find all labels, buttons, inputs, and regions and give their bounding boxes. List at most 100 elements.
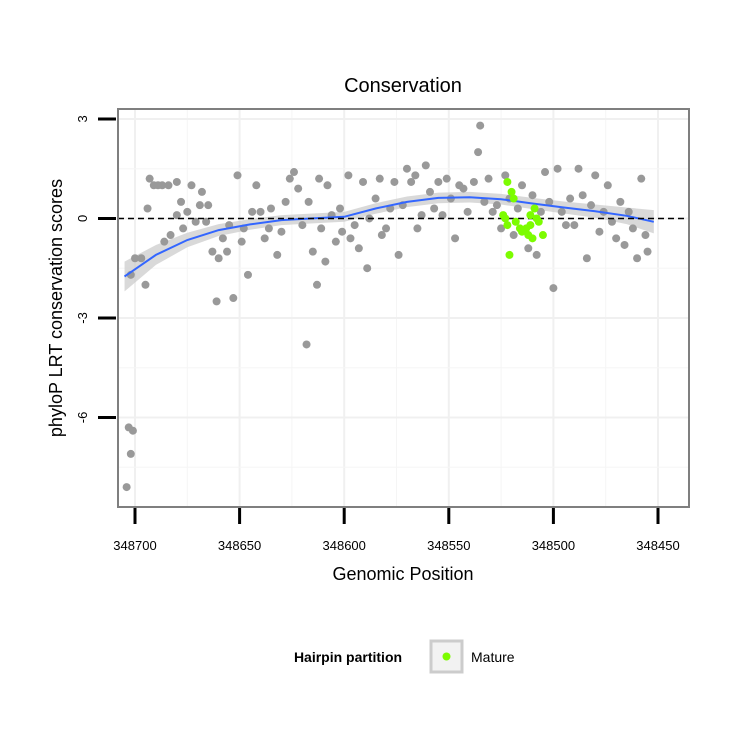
data-point	[553, 164, 562, 173]
x-axis-label: Genomic Position	[332, 564, 473, 584]
mature-data-point	[507, 187, 516, 196]
data-point	[509, 231, 518, 240]
data-point	[256, 207, 265, 216]
data-point	[223, 247, 232, 256]
x-tick-label: 348550	[427, 538, 470, 553]
data-point	[390, 177, 399, 186]
data-point	[298, 221, 307, 230]
mature-data-point	[530, 204, 539, 213]
data-point	[616, 197, 625, 206]
data-point	[413, 224, 422, 233]
data-point	[641, 231, 650, 240]
data-point	[137, 254, 146, 263]
data-point	[172, 177, 181, 186]
legend-swatch-mature	[442, 652, 451, 661]
x-tick-label: 348600	[323, 538, 366, 553]
data-point	[248, 207, 257, 216]
data-point	[350, 221, 359, 230]
mature-data-point	[509, 194, 518, 203]
data-point	[430, 204, 439, 213]
data-point	[612, 234, 621, 243]
data-point	[442, 174, 451, 183]
data-point	[346, 234, 355, 243]
data-point	[143, 204, 152, 213]
data-point	[566, 194, 575, 203]
data-point	[574, 164, 583, 173]
data-point	[536, 207, 545, 216]
mature-data-point	[526, 221, 535, 230]
legend: Hairpin partition Mature	[294, 639, 515, 674]
data-point	[476, 121, 485, 130]
data-point	[128, 426, 137, 435]
data-point	[229, 294, 238, 303]
data-point	[197, 187, 206, 196]
y-tick-label: -3	[75, 312, 90, 324]
data-point	[158, 181, 167, 190]
data-point	[595, 227, 604, 236]
x-tick-label: 348500	[532, 538, 575, 553]
data-point	[331, 237, 340, 246]
data-point	[637, 174, 646, 183]
legend-title: Hairpin partition	[294, 649, 402, 665]
data-point	[474, 148, 483, 157]
data-point	[375, 174, 384, 183]
chart-title: Conservation	[344, 75, 462, 97]
data-point	[281, 197, 290, 206]
plot-border	[117, 108, 690, 508]
data-point	[187, 181, 196, 190]
data-point	[141, 280, 150, 289]
data-point	[131, 254, 139, 263]
y-axis-label: phyloP LRT conservation scores	[46, 179, 66, 437]
data-point	[518, 181, 527, 190]
data-point	[463, 207, 472, 216]
data-point	[313, 280, 322, 289]
data-point	[421, 161, 430, 170]
smooth-line	[123, 196, 655, 278]
mature-data-point	[505, 250, 514, 259]
data-point	[317, 224, 326, 233]
data-point	[620, 240, 629, 249]
data-point	[172, 211, 181, 220]
data-point	[587, 201, 596, 210]
data-point	[191, 217, 200, 226]
data-point	[438, 211, 447, 220]
data-point	[607, 217, 616, 226]
data-point	[501, 171, 510, 180]
data-point	[218, 234, 227, 243]
plot-panel: 348700 348650 348600 348550 348500 348450 3 0 -3…	[75, 108, 690, 553]
data-point	[344, 171, 353, 180]
data-point	[204, 201, 213, 210]
x-tick-label: 348700	[113, 538, 156, 553]
data-point	[497, 224, 506, 233]
data-point	[266, 204, 275, 213]
data-point	[338, 227, 347, 236]
mature-data-point	[526, 211, 535, 220]
x-tick-label: 348650	[218, 538, 261, 553]
data-point	[377, 231, 386, 240]
mature-data-point	[503, 221, 512, 230]
data-point	[371, 194, 380, 203]
data-point	[304, 197, 313, 206]
data-point	[394, 250, 403, 259]
mature-data-point	[528, 234, 537, 243]
y-tick-label: 3	[75, 115, 90, 122]
y-tick-label: -6	[75, 412, 90, 424]
y-tick-label: 0	[75, 215, 90, 222]
data-point	[425, 187, 434, 196]
data-point	[323, 181, 332, 190]
data-point	[252, 181, 261, 190]
data-point	[532, 250, 541, 259]
data-point	[402, 164, 411, 173]
data-point	[289, 168, 298, 177]
data-point	[484, 174, 493, 183]
data-point	[264, 224, 273, 233]
data-point	[195, 201, 204, 210]
data-point	[524, 244, 533, 253]
data-point	[643, 247, 652, 256]
mature-data-point	[499, 211, 508, 220]
data-point	[145, 174, 154, 183]
data-point	[183, 207, 192, 216]
data-point	[411, 171, 420, 180]
data-point	[294, 184, 303, 193]
